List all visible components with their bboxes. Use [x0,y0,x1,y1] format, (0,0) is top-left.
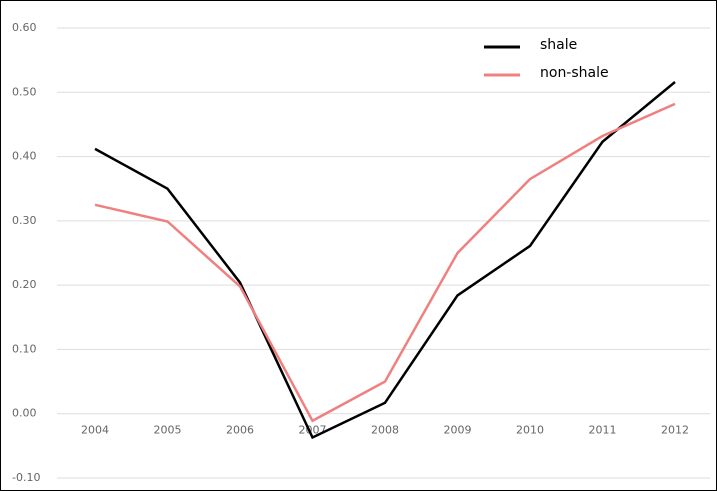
x-tick-label: 2010 [516,424,544,437]
y-tick-label: 0.40 [12,150,37,163]
y-tick-label: -0.10 [12,471,40,484]
legend-label: shale [540,37,577,53]
x-tick-label: 2008 [371,424,399,437]
x-tick-label: 2011 [589,424,617,437]
x-tick-label: 2006 [226,424,254,437]
x-tick-label: 2005 [154,424,182,437]
y-tick-label: 0.60 [12,21,37,34]
y-tick-label: 0.30 [12,214,37,227]
x-tick-label: 2004 [81,424,109,437]
series-line [94,81,676,440]
y-tick-label: 0.00 [12,407,37,420]
y-tick-label: 0.10 [12,342,37,355]
legend-label: non-shale [540,65,609,81]
x-tick-label: 2012 [661,424,689,437]
y-tick-label: 0.20 [12,278,37,291]
y-tick-label: 0.50 [12,85,37,98]
series-line [94,102,676,423]
x-tick-label: 2009 [444,424,472,437]
